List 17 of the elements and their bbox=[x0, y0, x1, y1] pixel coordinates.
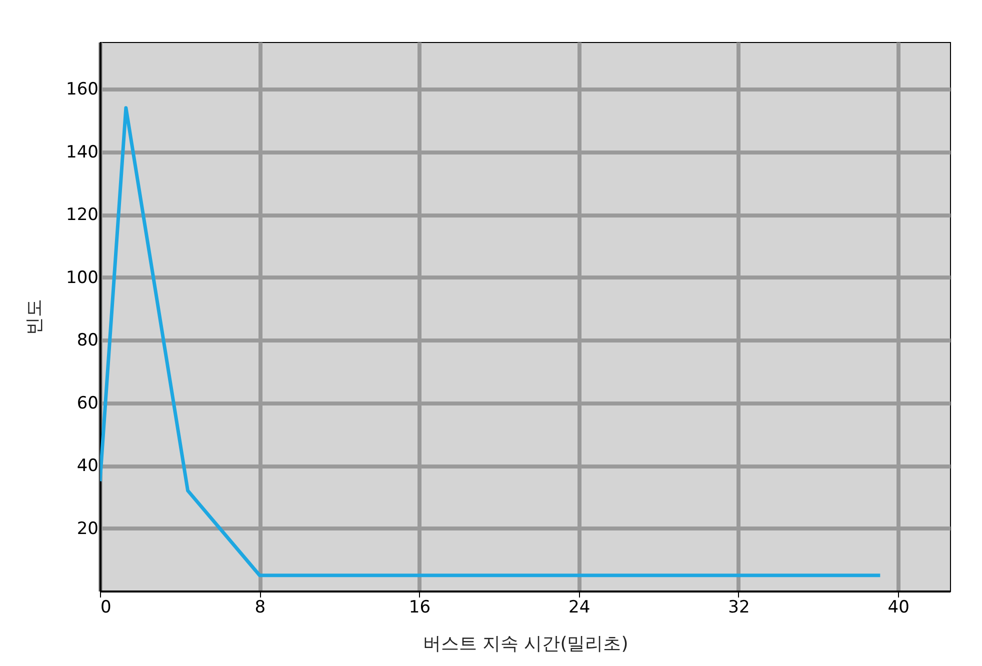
y-tick-label: 80 bbox=[76, 330, 98, 351]
y-tick-label: 160 bbox=[66, 80, 98, 100]
x-tick-label: 32 bbox=[728, 598, 750, 618]
x-tick-label: 0 bbox=[100, 598, 112, 618]
line-series bbox=[100, 106, 882, 578]
y-tick-label: 20 bbox=[76, 518, 98, 539]
x-tick-label: 24 bbox=[568, 598, 590, 618]
x-tick-label: 8 bbox=[254, 598, 266, 618]
y-tick-label: 100 bbox=[66, 268, 98, 288]
y-tick-label: 60 bbox=[76, 393, 98, 414]
x-tick-label: 16 bbox=[408, 598, 431, 618]
x-axis-title: 버스트 지속 시간(밀리초) bbox=[422, 634, 628, 654]
y-tick-label: 40 bbox=[76, 456, 98, 476]
y-tick-label: 140 bbox=[66, 142, 98, 162]
y-axis-title: 빈도 bbox=[24, 299, 46, 335]
y-tick-label: 120 bbox=[66, 205, 98, 226]
x-tick-label: 40 bbox=[888, 598, 910, 618]
